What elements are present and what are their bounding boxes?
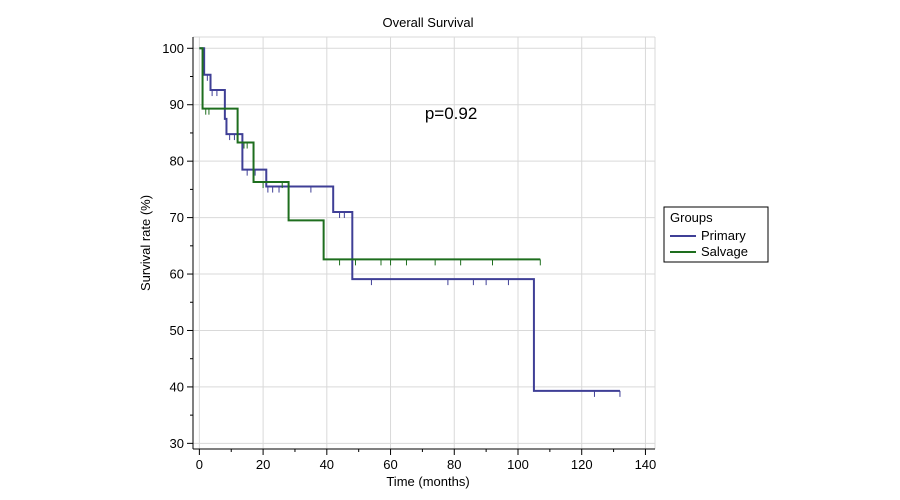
y-axis-title: Survival rate (%)	[138, 195, 153, 291]
legend-title: Groups	[670, 210, 713, 225]
x-tick-label: 140	[635, 457, 657, 472]
grid	[193, 36, 656, 449]
y-tick-label: 50	[170, 323, 184, 338]
series-line-salvage	[199, 47, 541, 261]
y-tick-label: 70	[170, 210, 184, 225]
p-value-annotation: p=0.92	[425, 104, 477, 123]
x-axis-title: Time (months)	[386, 474, 469, 489]
y-tick-label: 60	[170, 267, 184, 282]
y-tick-label: 80	[170, 154, 184, 169]
legend: Groups Primary Salvage	[663, 206, 769, 263]
legend-label-salvage: Salvage	[701, 244, 748, 259]
chart-title: Overall Survival	[382, 15, 473, 30]
series	[199, 47, 621, 397]
x-tick-label: 100	[507, 457, 529, 472]
x-tick-label: 80	[447, 457, 461, 472]
y-tick-label: 90	[170, 97, 184, 112]
legend-label-primary: Primary	[701, 228, 746, 243]
y-tick-label: 40	[170, 379, 184, 394]
x-tick-label: 20	[256, 457, 270, 472]
x-tick-label: 120	[571, 457, 593, 472]
series-line-primary	[199, 47, 620, 392]
x-tick-label: 0	[196, 457, 203, 472]
y-tick-label: 30	[170, 436, 184, 451]
x-tick-label: 40	[320, 457, 334, 472]
y-tick-label: 100	[162, 41, 184, 56]
x-tick-label: 60	[383, 457, 397, 472]
axes: 0 20 40 60 80 100 120 140 30 40 50 60 70 80 90 100	[162, 37, 656, 472]
